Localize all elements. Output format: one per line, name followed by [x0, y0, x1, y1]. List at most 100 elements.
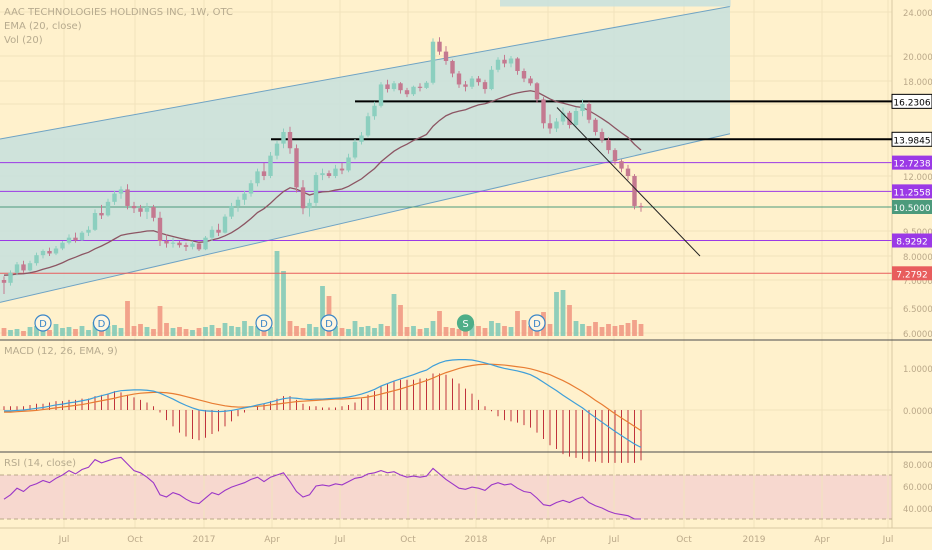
candle: [385, 84, 390, 90]
candle: [274, 143, 280, 156]
volume-bar: [164, 323, 169, 336]
candle: [424, 82, 429, 88]
volume-bar: [346, 329, 351, 336]
candle: [359, 135, 364, 142]
time-tick-label: Jul: [608, 535, 620, 545]
candle: [404, 90, 410, 95]
candle: [287, 132, 293, 149]
channel-fill: [0, 0, 730, 303]
badge-d-0: [34, 314, 52, 332]
volume-bar: [515, 311, 520, 336]
volume-bar: [300, 328, 306, 336]
candle: [164, 241, 169, 244]
volume-bar: [190, 330, 195, 336]
price-tick-label: 20.0000: [903, 53, 932, 63]
volume-bar: [437, 311, 442, 336]
volume-bar: [8, 330, 13, 336]
time-tick-label: Jul: [58, 535, 70, 545]
volume-bar: [619, 325, 624, 336]
ema-legend[interactable]: EMA (20, close): [4, 21, 82, 32]
candle: [502, 59, 507, 64]
candle: [118, 189, 124, 194]
candle: [60, 242, 65, 249]
rsi-title: RSI (14, close): [4, 458, 77, 469]
candle: [469, 78, 475, 87]
macd-legend[interactable]: MACD (12, 26, EMA, 9): [4, 346, 118, 357]
volume-legend[interactable]: Vol (20): [4, 35, 43, 46]
volume-bar: [482, 328, 488, 336]
volume-bar: [144, 327, 150, 336]
time-tick-label: Oct: [676, 535, 692, 545]
volume-bar: [404, 327, 410, 336]
symbol-legend[interactable]: AAC TECHNOLOGIES HOLDINGS INC, 1W, OTC: [4, 7, 233, 18]
candle: [378, 84, 384, 106]
volume-bar: [274, 251, 280, 336]
badge-d-3: [320, 314, 338, 332]
badge-d-5: [528, 314, 546, 332]
candle: [40, 251, 46, 256]
candle: [534, 83, 540, 100]
candle: [151, 207, 156, 218]
candle: [515, 58, 520, 71]
candle: [105, 201, 111, 216]
candle: [339, 168, 345, 171]
volume-bar: [313, 327, 319, 336]
volume-bar: [216, 328, 221, 336]
time-tick-label: 2017: [193, 535, 216, 545]
volume-bar: [118, 328, 124, 336]
volume-bar: [612, 326, 618, 336]
time-tick-label: 2019: [743, 535, 766, 545]
volume-bar: [372, 328, 377, 336]
volume-bar: [339, 328, 345, 336]
rsi-tick-label: 60.0000: [903, 483, 932, 493]
volume-bar: [625, 323, 631, 336]
candle: [398, 83, 403, 91]
macd-line: [4, 359, 642, 448]
candle: [222, 216, 228, 233]
ref-label-box-5: [892, 233, 932, 248]
volume-bar: [580, 324, 585, 336]
trend-line: [556, 107, 701, 257]
volume-bar: [411, 326, 416, 336]
volume-bar: [294, 326, 299, 336]
volume-bar: [60, 328, 65, 336]
candle: [632, 176, 637, 206]
candle: [638, 205, 644, 207]
candle: [92, 213, 98, 230]
time-tick-label: Jul: [882, 535, 894, 545]
volume-bar: [547, 324, 553, 336]
volume-bar: [424, 328, 429, 336]
volume-bar: [560, 290, 566, 336]
candle: [229, 205, 234, 217]
volume-bar: [593, 322, 598, 336]
candle: [560, 112, 566, 122]
candle: [307, 202, 312, 209]
time-tick-label: Oct: [400, 535, 416, 545]
candle: [14, 264, 20, 273]
volume-bar: [73, 329, 78, 336]
volume-bar: [554, 292, 559, 336]
candle: [586, 104, 592, 120]
ref-label: 16.2306: [893, 98, 930, 108]
badge-label: D: [260, 319, 268, 330]
volume-bar: [53, 324, 59, 336]
candle: [196, 243, 202, 250]
price-tick-label: 18.0000: [903, 78, 932, 88]
badge-label: S: [462, 319, 468, 330]
volume-bar: [287, 321, 293, 336]
rsi-legend[interactable]: RSI (14, close): [4, 458, 76, 469]
candle: [554, 121, 559, 129]
volume-bar: [352, 321, 358, 336]
candle: [391, 83, 397, 90]
macd-tick-label: 1.0000: [903, 365, 932, 375]
volume-bar: [417, 329, 423, 336]
candle: [365, 116, 371, 136]
volume-bar: [638, 324, 644, 336]
candle: [125, 189, 130, 206]
candle: [47, 251, 52, 254]
time-tick-label: Jul: [334, 535, 346, 545]
price-tick-label: 6.5000: [903, 305, 932, 315]
candle: [209, 229, 215, 238]
chart-title: AAC TECHNOLOGIES HOLDINGS INC, 1W, OTC: [4, 7, 233, 18]
